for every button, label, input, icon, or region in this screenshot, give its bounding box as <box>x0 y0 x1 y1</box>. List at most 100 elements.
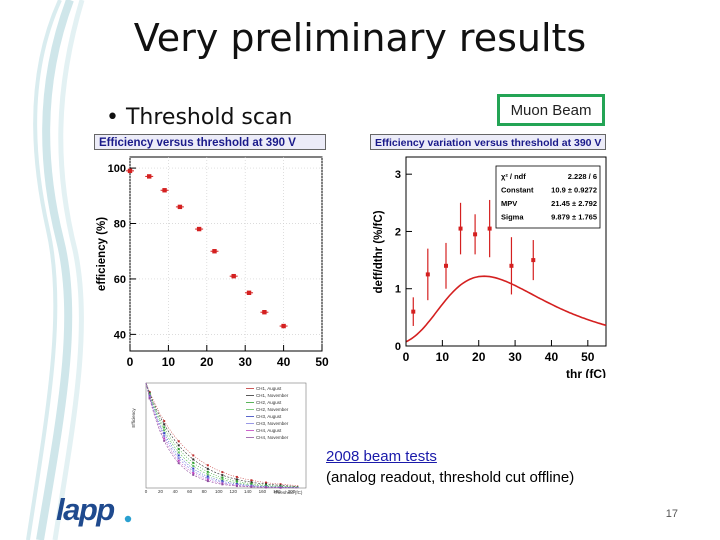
inset-legend-entry: CH3, August <box>256 414 282 419</box>
inset-x-tick-label: 200 <box>288 489 296 494</box>
inset-point <box>206 470 209 473</box>
efficiency-variation-plot: Efficiency variation versus threshold at… <box>368 134 612 378</box>
inset-series-line <box>145 382 299 488</box>
y-tick-label: 100 <box>108 163 126 175</box>
data-point <box>509 263 514 268</box>
inset-point <box>177 440 180 443</box>
inset-point <box>177 447 180 450</box>
inset-point <box>235 480 238 483</box>
inset-efficiency-plot: 0 20 40 60 80 100 120 140 160 180 200 CH1, August C… <box>128 378 312 496</box>
fit-stats-box: χ² / ndf 2.228 / 6 Constant 10.9 ± 0.9272 MP… <box>495 165 601 229</box>
inset-point <box>206 473 209 476</box>
inset-point <box>163 434 166 437</box>
page-number: 17 <box>665 508 678 520</box>
inset-point <box>163 439 166 442</box>
efficiency-frame <box>129 156 323 352</box>
inset-point <box>163 429 166 432</box>
x-tick-label: 30 <box>508 350 522 364</box>
inset-point <box>192 454 195 457</box>
x-axis-label: thr (fC) <box>294 372 332 374</box>
inset-point <box>192 473 195 476</box>
inset-point <box>163 420 166 423</box>
inset-point <box>221 476 224 479</box>
inset-point <box>192 464 195 467</box>
inset-frame <box>145 382 307 489</box>
inset-x-tick-label: 40 <box>173 489 179 494</box>
x-tick-label: 50 <box>315 355 329 369</box>
inset-point <box>192 467 195 470</box>
inset-point <box>250 481 253 484</box>
inset-x-tick-label: 100 <box>215 489 223 494</box>
x-tick-label: 20 <box>472 350 486 364</box>
inset-x-tick-label: 140 <box>244 489 252 494</box>
x-tick-label: 20 <box>200 355 214 369</box>
inset-point <box>192 469 195 472</box>
data-point <box>458 226 463 231</box>
inset-point <box>163 423 166 426</box>
bullet-threshold-scan: • Threshold scan <box>106 105 293 130</box>
inset-point <box>192 461 195 464</box>
x-tick-label: 0 <box>403 350 410 364</box>
inset-point <box>279 486 282 489</box>
variation-plot-title: Efficiency variation versus threshold at… <box>370 134 606 150</box>
caption-text: (analog readout, threshold cut offline) <box>326 469 575 486</box>
inset-point <box>206 467 209 470</box>
inset-point <box>148 397 151 400</box>
svg-text:lapp: lapp <box>56 492 114 527</box>
inset-point <box>279 483 282 486</box>
inset-point <box>163 432 166 435</box>
inset-point <box>250 482 253 485</box>
inset-point <box>221 474 224 477</box>
background-swirl <box>26 0 85 540</box>
inset-x-tick-label: 80 <box>202 489 208 494</box>
data-point <box>425 272 430 277</box>
x-tick-label: 40 <box>545 350 559 364</box>
y-tick-label: 2 <box>395 226 401 238</box>
x-tick-label: 40 <box>277 355 291 369</box>
inset-point <box>265 481 267 484</box>
inset-point <box>265 483 267 486</box>
inset-x-tick-label: 160 <box>259 489 267 494</box>
x-tick-label: 0 <box>127 355 134 369</box>
y-tick-label: 60 <box>114 274 126 286</box>
stat-label: Constant <box>501 186 534 195</box>
inset-point <box>206 477 209 480</box>
inset-legend-entry: CH2, November <box>256 407 289 412</box>
inset-point <box>250 485 253 488</box>
y-tick-label: 3 <box>395 169 401 181</box>
inset-point <box>206 464 209 467</box>
efficiency-plot-title: Efficiency versus threshold at 390 V <box>94 134 326 150</box>
landau-fit-curve <box>405 275 607 343</box>
y-tick-label: 40 <box>114 329 126 341</box>
beam-tests-link[interactable]: 2008 beam tests <box>326 448 437 465</box>
inset-point <box>177 444 180 447</box>
inset-x-tick-label: 60 <box>187 489 193 494</box>
inset-point <box>177 457 180 460</box>
inset-xlabel: Threshold (fC) <box>274 490 303 495</box>
inset-point <box>206 478 209 481</box>
inset-x-tick-label: 20 <box>158 489 164 494</box>
muon-beam-label: Muon Beam <box>497 94 605 126</box>
inset-point <box>177 454 180 457</box>
y-tick-label: 1 <box>395 284 401 296</box>
inset-point <box>235 485 238 488</box>
inset-x-tick-label: 120 <box>230 489 238 494</box>
inset-point <box>221 478 224 481</box>
inset-legend-entry: CH4, August <box>256 428 282 433</box>
data-point <box>531 258 536 263</box>
stat-label: MPV <box>501 199 517 208</box>
variation-frame <box>405 156 607 347</box>
inset-point <box>221 481 224 484</box>
stat-label: Sigma <box>501 213 524 222</box>
inset-series-line <box>145 382 299 486</box>
inset-point <box>177 451 180 454</box>
y-tick-label: 0 <box>395 341 401 353</box>
inset-point <box>206 475 209 478</box>
y-tick-label: 80 <box>114 219 126 231</box>
stat-value: 10.9 ± 0.9272 <box>551 186 597 195</box>
inset-point <box>250 479 253 482</box>
efficiency-plot: Efficiency versus threshold at 390 V 0 10… <box>92 134 332 374</box>
inset-point <box>206 480 209 483</box>
data-point <box>487 226 492 231</box>
inset-point <box>221 471 224 474</box>
